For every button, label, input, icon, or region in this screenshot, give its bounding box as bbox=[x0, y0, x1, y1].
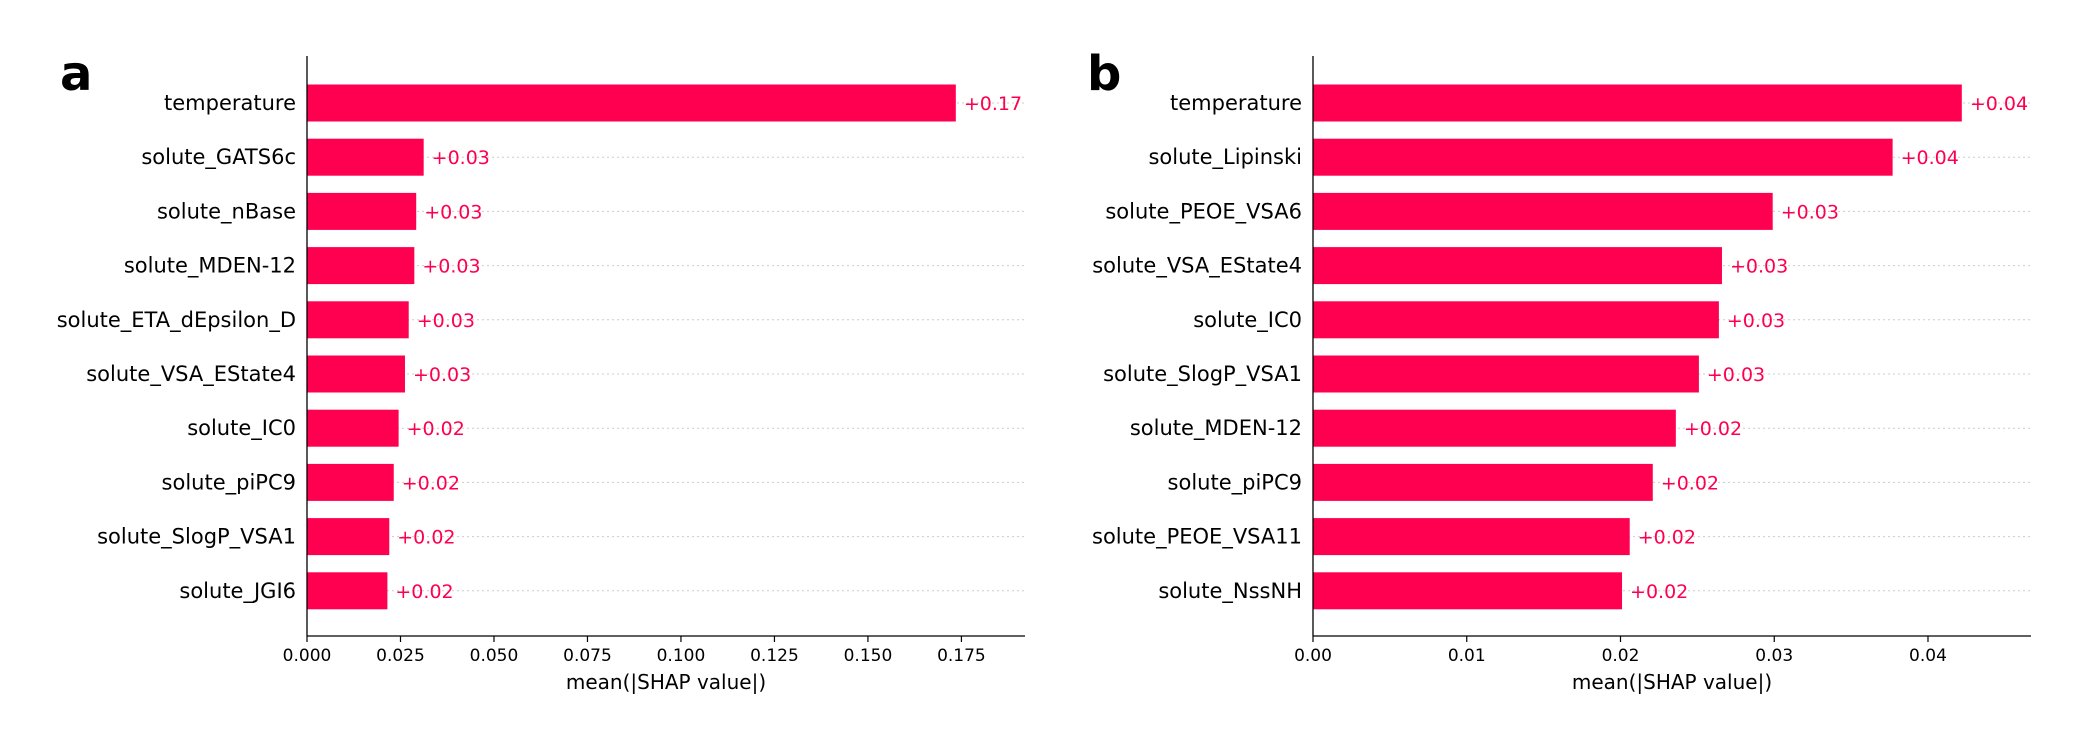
data-label: +0.03 bbox=[1727, 310, 1785, 332]
bar bbox=[1313, 409, 1676, 447]
category-label: solute_IC0 bbox=[1193, 308, 1302, 333]
x-tick-label: 0.100 bbox=[657, 646, 706, 666]
x-tick-label: 0.075 bbox=[563, 646, 612, 666]
category-label: solute_JGI6 bbox=[179, 579, 296, 604]
panel-letter-b: b bbox=[1087, 46, 1121, 102]
data-label: +0.03 bbox=[1707, 364, 1765, 386]
category-label: solute_MDEN-12 bbox=[124, 254, 296, 279]
data-label: +0.02 bbox=[1684, 418, 1742, 440]
data-label: +0.03 bbox=[1781, 201, 1839, 223]
bar bbox=[307, 247, 415, 285]
x-axis-label: mean(|SHAP value|) bbox=[1572, 670, 1772, 694]
chart-panel-b: temperature +0.04 solute_Lipinski +0.04 solu… bbox=[1092, 56, 2031, 694]
category-label: solute_VSA_EState4 bbox=[1092, 254, 1302, 279]
bar bbox=[1313, 301, 1719, 339]
bar bbox=[1313, 247, 1722, 285]
data-label: +0.03 bbox=[432, 147, 490, 169]
data-label: +0.03 bbox=[417, 310, 475, 332]
category-label: solute_SlogP_VSA1 bbox=[97, 525, 296, 550]
panel-letter-a: a bbox=[60, 46, 92, 102]
bar bbox=[1313, 463, 1653, 501]
data-label: +0.03 bbox=[1730, 256, 1788, 278]
x-tick-label: 0.025 bbox=[376, 646, 425, 666]
category-label: solute_IC0 bbox=[187, 416, 296, 441]
bar bbox=[307, 572, 388, 610]
bar bbox=[307, 138, 424, 176]
data-label: +0.02 bbox=[402, 472, 460, 494]
category-label: solute_piPC9 bbox=[1168, 470, 1302, 495]
category-label: solute_Lipinski bbox=[1148, 145, 1302, 170]
category-label: solute_ETA_dEpsilon_D bbox=[57, 308, 296, 333]
data-label: +0.04 bbox=[1970, 93, 2028, 115]
data-label: +0.02 bbox=[1661, 472, 1719, 494]
bar bbox=[1313, 84, 1962, 122]
data-label: +0.02 bbox=[395, 581, 453, 603]
bar bbox=[307, 84, 956, 122]
bar bbox=[1313, 518, 1630, 556]
bar bbox=[307, 192, 417, 230]
x-tick-label: 0.04 bbox=[1909, 646, 1947, 666]
data-label: +0.02 bbox=[1638, 527, 1696, 549]
x-tick-label: 0.00 bbox=[1294, 646, 1332, 666]
bar bbox=[1313, 572, 1623, 610]
x-tick-label: 0.175 bbox=[937, 646, 986, 666]
bar bbox=[307, 355, 405, 393]
category-label: solute_nBase bbox=[157, 199, 296, 224]
x-tick-label: 0.050 bbox=[470, 646, 519, 666]
category-label: temperature bbox=[1170, 91, 1302, 115]
x-tick-label: 0.03 bbox=[1755, 646, 1793, 666]
x-tick-label: 0.125 bbox=[750, 646, 799, 666]
category-label: temperature bbox=[164, 91, 296, 115]
category-label: solute_MDEN-12 bbox=[1130, 416, 1302, 441]
category-label: solute_NssNH bbox=[1158, 579, 1302, 604]
data-label: +0.02 bbox=[1630, 581, 1688, 603]
category-label: solute_piPC9 bbox=[162, 470, 296, 495]
category-label: solute_PEOE_VSA11 bbox=[1092, 525, 1302, 550]
data-label: +0.02 bbox=[407, 418, 465, 440]
category-label: solute_SlogP_VSA1 bbox=[1103, 362, 1302, 387]
bar bbox=[1313, 192, 1773, 230]
chart-panel-a: temperature +0.17 solute_GATS6c +0.03 solute… bbox=[57, 56, 1025, 694]
x-axis-label: mean(|SHAP value|) bbox=[566, 670, 766, 694]
data-label: +0.04 bbox=[1901, 147, 1959, 169]
x-tick-label: 0.01 bbox=[1448, 646, 1486, 666]
data-label: +0.02 bbox=[397, 527, 455, 549]
bar bbox=[307, 409, 399, 447]
x-tick-label: 0.000 bbox=[283, 646, 332, 666]
x-tick-label: 0.02 bbox=[1602, 646, 1640, 666]
category-label: solute_GATS6c bbox=[141, 145, 296, 170]
data-label: +0.03 bbox=[413, 364, 471, 386]
bar bbox=[307, 463, 394, 501]
category-label: solute_VSA_EState4 bbox=[86, 362, 296, 387]
bar bbox=[1313, 355, 1699, 393]
data-label: +0.03 bbox=[422, 256, 480, 278]
bar bbox=[307, 518, 390, 556]
bar bbox=[307, 301, 409, 339]
data-label: +0.03 bbox=[424, 201, 482, 223]
bar bbox=[1313, 138, 1893, 176]
category-label: solute_PEOE_VSA6 bbox=[1105, 199, 1302, 224]
data-label: +0.17 bbox=[964, 93, 1022, 115]
x-tick-label: 0.150 bbox=[844, 646, 893, 666]
